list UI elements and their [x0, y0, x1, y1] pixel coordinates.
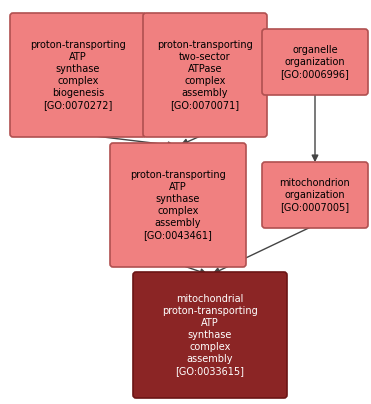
FancyBboxPatch shape — [133, 272, 287, 398]
FancyBboxPatch shape — [10, 13, 146, 137]
FancyBboxPatch shape — [110, 143, 246, 267]
Text: proton-transporting
two-sector
ATPase
complex
assembly
[GO:0070071]: proton-transporting two-sector ATPase co… — [157, 40, 253, 110]
FancyBboxPatch shape — [143, 13, 267, 137]
Text: organelle
organization
[GO:0006996]: organelle organization [GO:0006996] — [280, 45, 349, 79]
FancyBboxPatch shape — [262, 162, 368, 228]
Text: proton-transporting
ATP
synthase
complex
biogenesis
[GO:0070272]: proton-transporting ATP synthase complex… — [30, 40, 126, 110]
Text: mitochondrial
proton-transporting
ATP
synthase
complex
assembly
[GO:0033615]: mitochondrial proton-transporting ATP sy… — [162, 294, 258, 376]
Text: mitochondrion
organization
[GO:0007005]: mitochondrion organization [GO:0007005] — [280, 178, 350, 212]
Text: proton-transporting
ATP
synthase
complex
assembly
[GO:0043461]: proton-transporting ATP synthase complex… — [130, 170, 226, 240]
FancyBboxPatch shape — [262, 29, 368, 95]
